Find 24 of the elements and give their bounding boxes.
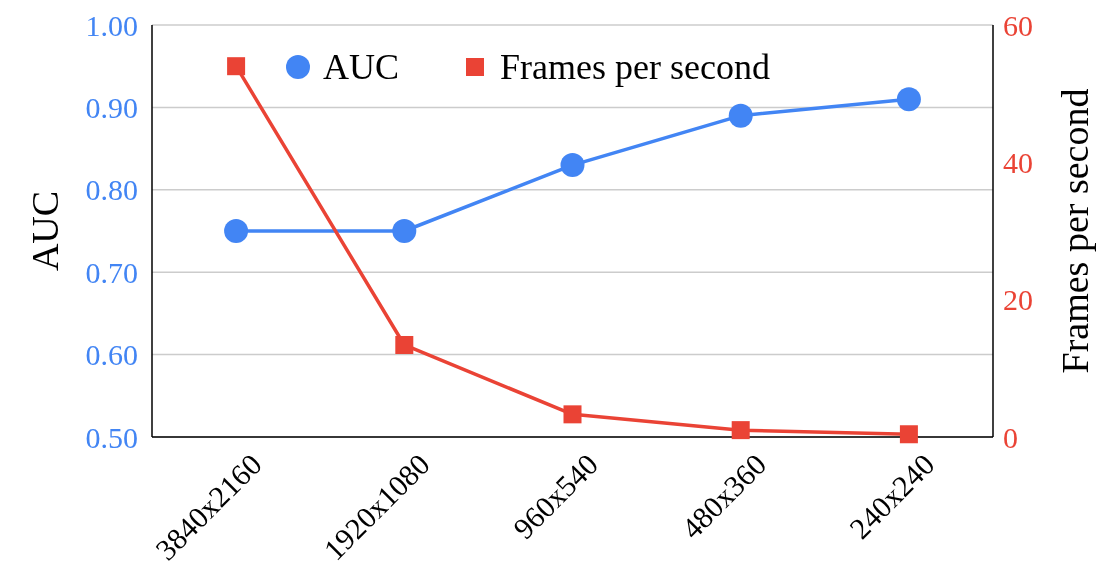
y-tick-label: 0.60: [85, 338, 138, 372]
y-axis-title: AUC: [24, 190, 66, 272]
y2-tick-label: 40: [1003, 145, 1033, 179]
legend-label: Frames per second: [500, 47, 770, 87]
y-tick-label: 0.50: [85, 420, 138, 454]
y2-tick-label: 60: [1003, 8, 1033, 42]
point: [227, 57, 246, 76]
point: [395, 335, 414, 354]
y-tick-label: 1.00: [85, 8, 138, 42]
y-tick-label: 0.70: [85, 255, 138, 289]
y-tick-label: 0.90: [85, 90, 138, 124]
point: [896, 87, 921, 112]
y-tick-label: 0.80: [85, 173, 138, 207]
point: [560, 153, 585, 178]
y2-axis-title: Frames per second: [1054, 88, 1096, 374]
legend-label: AUC: [323, 47, 400, 87]
point: [563, 405, 582, 424]
y2-tick-label: 20: [1003, 283, 1033, 317]
point: [728, 103, 753, 128]
point: [392, 219, 417, 243]
y2-tick-label: 0: [1003, 420, 1018, 454]
point: [224, 219, 249, 243]
point: [731, 421, 750, 440]
point: [899, 425, 918, 444]
